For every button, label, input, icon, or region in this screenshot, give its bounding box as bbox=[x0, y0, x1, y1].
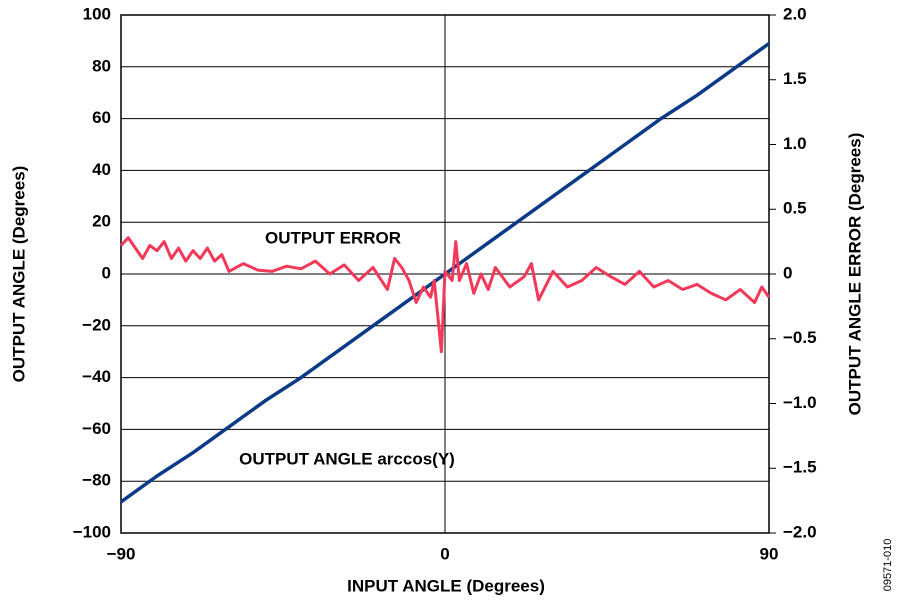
x-axis-title: INPUT ANGLE (Degrees) bbox=[347, 576, 545, 595]
figure-id: 09571-010 bbox=[882, 539, 894, 592]
y2-tick-label: 1.5 bbox=[783, 69, 807, 88]
y-axis-title: OUTPUT ANGLE (Degrees) bbox=[9, 166, 28, 383]
y-tick-label: 40 bbox=[92, 160, 111, 179]
y2-tick-label: 0 bbox=[783, 263, 792, 282]
y-tick-label: 0 bbox=[102, 263, 111, 282]
y-tick-label: −80 bbox=[82, 471, 111, 490]
y2-tick-label: −2.0 bbox=[783, 522, 817, 541]
y2-axis-title: OUTPUT ANGLE ERROR (Degrees) bbox=[845, 133, 864, 416]
y-tick-label: −40 bbox=[82, 367, 111, 386]
y-tick-label: −20 bbox=[82, 315, 111, 334]
y2-tick-label: −1.5 bbox=[783, 458, 817, 477]
y-tick-label: 100 bbox=[83, 4, 111, 23]
y2-tick-label: 2.0 bbox=[783, 4, 807, 23]
y-tick-label: −60 bbox=[82, 419, 111, 438]
x-tick-label: 0 bbox=[440, 544, 449, 563]
y2-tick-label: 1.0 bbox=[783, 134, 807, 153]
annotation: OUTPUT ERROR bbox=[265, 228, 401, 247]
plot-frame bbox=[120, 14, 770, 534]
y-tick-label: 80 bbox=[92, 56, 111, 75]
y-tick-label: 20 bbox=[92, 212, 111, 231]
annotation: OUTPUT ANGLE arccos(Y) bbox=[239, 449, 455, 468]
x-tick-label: −90 bbox=[107, 544, 136, 563]
data-line bbox=[119, 236, 771, 354]
y2-tick-label: 0.5 bbox=[783, 199, 807, 218]
y-tick-label: −100 bbox=[73, 522, 111, 541]
y2-tick-label: −1.0 bbox=[783, 393, 817, 412]
y2-tick-label: −0.5 bbox=[783, 328, 817, 347]
y-tick-label: 60 bbox=[92, 108, 111, 127]
x-tick-label: 90 bbox=[760, 544, 779, 563]
